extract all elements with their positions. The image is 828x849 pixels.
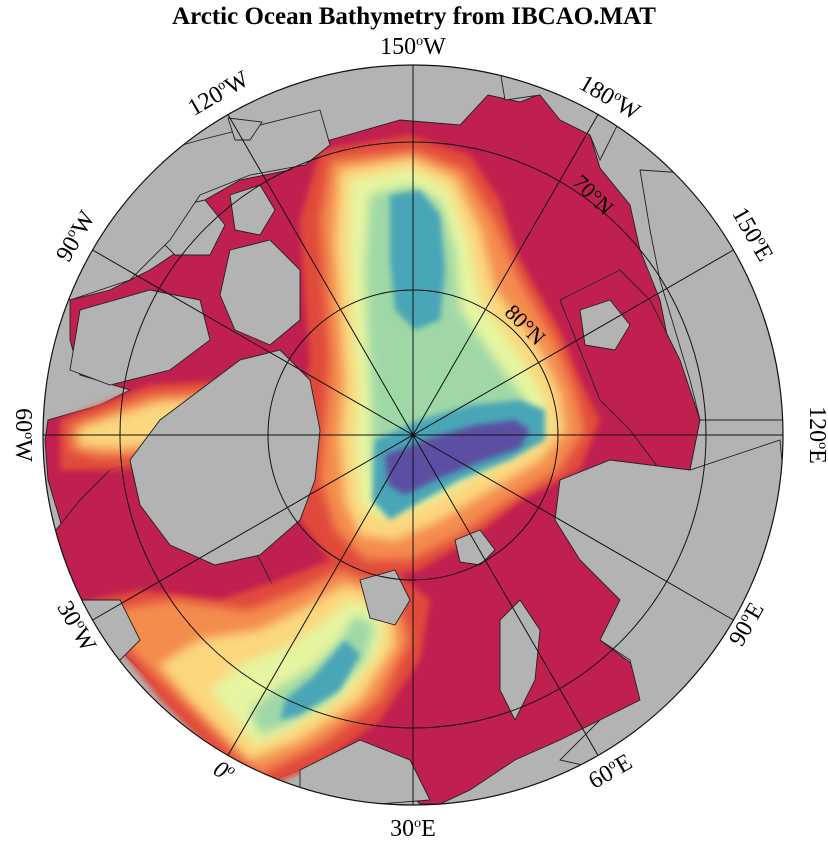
graticule bbox=[43, 65, 783, 805]
longitude-labels: 150oW 180oW 150oE 120oE 90oE 60oE 30oE 0… bbox=[10, 34, 828, 842]
lon-label-30e: 30oE bbox=[390, 816, 436, 842]
severnaya-zemlya bbox=[579, 299, 631, 351]
meridian-60e-120w bbox=[227, 114, 599, 756]
svalbard bbox=[359, 569, 411, 626]
map-title: Arctic Ocean Bathymetry from IBCAO.MAT bbox=[172, 3, 656, 30]
lon-label-60w: 60oW bbox=[10, 408, 36, 462]
ellesmere-island bbox=[219, 239, 301, 346]
parallel-80n bbox=[267, 289, 559, 581]
franz-josef-land bbox=[454, 529, 496, 566]
novaya-zemlya bbox=[499, 599, 541, 722]
wrangel-island bbox=[227, 117, 263, 141]
deepest-layer bbox=[385, 420, 530, 495]
parallel-70n bbox=[119, 141, 707, 729]
lon-label-120e: 120oE bbox=[804, 406, 828, 464]
map-frame bbox=[42, 64, 784, 806]
lon-label-150w: 150oW bbox=[380, 34, 446, 60]
map-disk bbox=[43, 65, 783, 805]
baffin-island bbox=[69, 289, 211, 386]
lon-label-0: 0o bbox=[209, 756, 238, 788]
greenland bbox=[129, 349, 321, 566]
